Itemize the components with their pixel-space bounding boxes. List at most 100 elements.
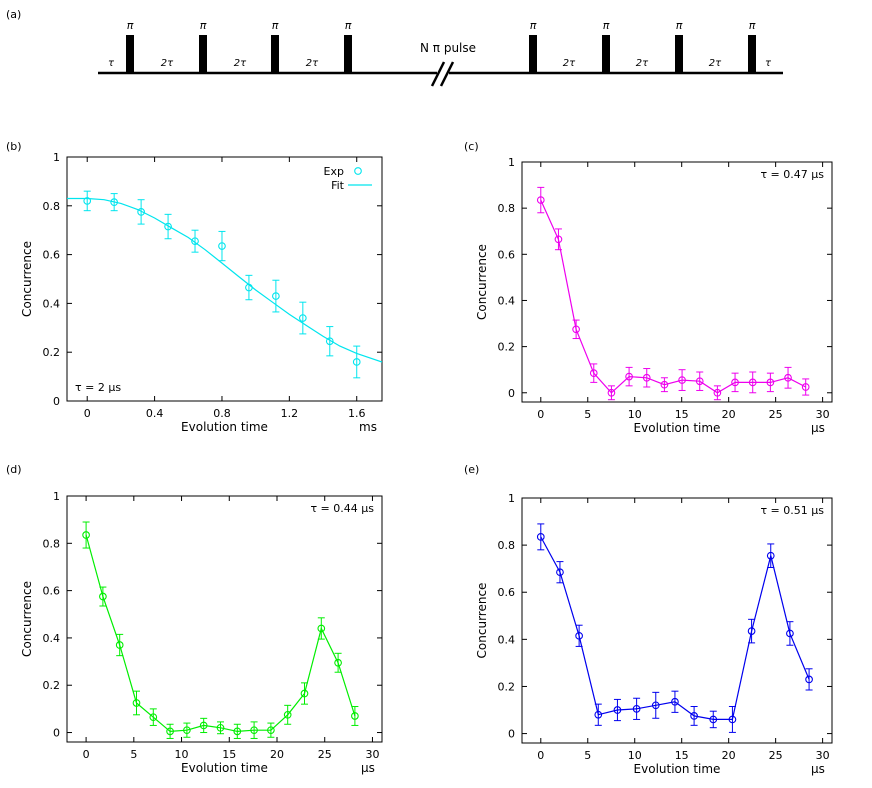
data-point — [695, 377, 704, 386]
two-tau-label: 2τ — [306, 58, 319, 69]
data-point — [334, 658, 342, 667]
data-point — [575, 631, 583, 640]
tau-annotation: τ = 2 μs — [75, 381, 121, 394]
pulse-sequence-panel: (a) π π π π π π π π τ 2τ 2τ 2τ 2τ 2τ 2τ τ N π pulse — [6, 8, 783, 87]
plot-frame — [66, 495, 383, 743]
x-tick-label: 10 — [175, 748, 189, 761]
data-point — [613, 706, 622, 714]
legend-marker-exp — [354, 167, 362, 175]
tau-annotation: τ = 0.44 μs — [310, 502, 374, 515]
data-point — [748, 378, 757, 387]
data-point — [625, 372, 633, 381]
y-tick-label: 0 — [53, 727, 60, 740]
x-tick-label: 0 — [84, 407, 91, 420]
y-tick-label: 0.2 — [498, 341, 516, 354]
pi-label: π — [749, 19, 756, 32]
pi-label: π — [272, 19, 279, 32]
x-tick-label: 20 — [722, 408, 736, 421]
y-tick-label: 1 — [53, 151, 60, 164]
x-tick-label: 1.6 — [348, 407, 366, 420]
x-tick-label: 0 — [83, 748, 90, 761]
two-tau-label: 2τ — [161, 58, 174, 69]
data-point — [115, 641, 124, 649]
x-axis-label: Evolution time — [634, 421, 721, 435]
panel-label: (c) — [464, 140, 479, 153]
tau-annotation: τ = 0.51 μs — [760, 504, 824, 517]
data-point — [233, 727, 242, 736]
legend-label-exp: Exp — [324, 165, 344, 178]
x-tick-label: 25 — [769, 749, 783, 762]
x-tick-label: 15 — [222, 748, 236, 761]
data-point — [216, 723, 225, 732]
plot-frame — [521, 161, 833, 403]
x-axis-label: Evolution time — [181, 761, 268, 775]
x-tick-label: 15 — [675, 408, 689, 421]
x-unit-label: μs — [811, 762, 825, 776]
y-axis-label: Concurrence — [20, 241, 34, 317]
data-point — [245, 283, 253, 292]
data-point — [191, 237, 199, 246]
y-tick-label: 0.8 — [43, 200, 61, 213]
x-tick-label: 5 — [130, 748, 137, 761]
plot-frame — [66, 156, 383, 402]
y-tick-label: 0.2 — [43, 679, 61, 692]
x-tick-label: 10 — [628, 408, 642, 421]
x-tick-label: 0.8 — [213, 407, 231, 420]
data-point — [272, 292, 280, 300]
panel-label: (b) — [6, 140, 22, 153]
x-tick-label: 20 — [722, 749, 736, 762]
data-point — [556, 568, 564, 577]
y-tick-label: 0.6 — [498, 586, 516, 599]
tau-label: τ — [765, 58, 772, 69]
data-point — [766, 378, 775, 387]
data-point — [728, 715, 737, 724]
y-tick-label: 0.4 — [498, 294, 516, 307]
data-point — [351, 712, 359, 720]
y-tick-label: 0.6 — [43, 249, 61, 262]
legend-label-fit: Fit — [331, 179, 345, 192]
data-point — [250, 726, 258, 735]
panel-label: (d) — [6, 463, 22, 476]
x-tick-label: 30 — [816, 749, 830, 762]
data-line — [85, 534, 356, 733]
y-tick-label: 0 — [508, 387, 515, 400]
data-point — [267, 726, 275, 735]
pi-label: π — [530, 19, 537, 32]
pi-label: π — [200, 19, 207, 32]
data-point — [132, 699, 141, 707]
data-point — [536, 196, 545, 204]
data-point — [594, 710, 603, 719]
data-point — [110, 198, 119, 206]
data-point — [183, 726, 191, 735]
data-point — [317, 624, 326, 633]
data-point — [325, 337, 334, 346]
pi-pulse — [199, 35, 207, 73]
y-tick-label: 0.4 — [43, 297, 61, 310]
tau-annotation: τ = 0.47 μs — [760, 168, 824, 181]
y-tick-label: 1 — [508, 492, 515, 505]
panel-label: (e) — [464, 463, 479, 476]
x-tick-label: 5 — [584, 749, 591, 762]
x-unit-label: ms — [359, 420, 377, 434]
x-axis-label: Evolution time — [181, 420, 268, 434]
data-point — [678, 376, 686, 384]
charts-container: (b)00.20.40.60.810 0.4 0.8 1.2 1.6Evolution … — [6, 140, 833, 776]
pi-label: π — [345, 19, 352, 32]
data-point — [82, 531, 90, 539]
data-point — [709, 715, 718, 724]
data-point — [784, 373, 792, 382]
pi-pulse — [126, 35, 134, 73]
data-point — [298, 314, 307, 322]
data-point — [283, 710, 292, 719]
data-point — [642, 373, 651, 382]
data-point — [607, 388, 616, 397]
x-tick-label: 5 — [584, 408, 591, 421]
data-point — [660, 380, 669, 389]
data-point — [632, 704, 641, 713]
x-tick-label: 0 — [537, 749, 544, 762]
x-tick-label: 30 — [365, 748, 379, 761]
x-unit-label: μs — [811, 421, 825, 435]
y-tick-label: 1 — [508, 156, 515, 169]
